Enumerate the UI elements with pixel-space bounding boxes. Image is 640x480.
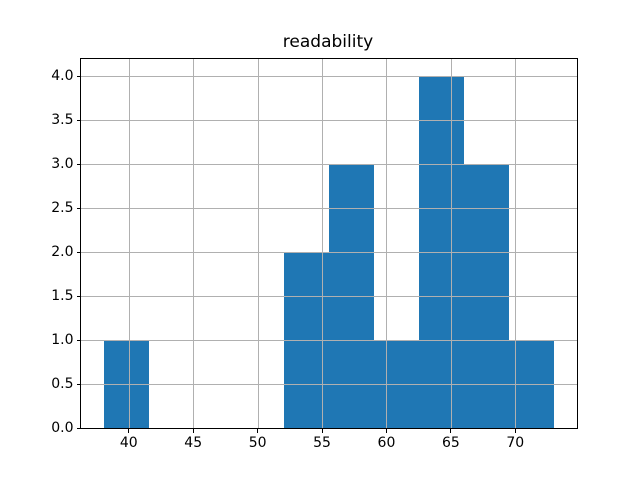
x-tick-label: 55 [313, 435, 331, 452]
vertical-gridline [386, 58, 388, 429]
horizontal-gridline [81, 75, 577, 77]
x-tick-label: 70 [506, 435, 525, 452]
y-tick-label: 0.5 [51, 376, 74, 393]
y-tick-mark [76, 339, 80, 341]
horizontal-gridline [81, 163, 577, 165]
y-tick-label: 3.0 [51, 156, 74, 173]
y-tick-mark [76, 295, 80, 297]
y-tick-label: 1.5 [51, 288, 74, 305]
x-tick-mark [192, 429, 194, 433]
x-tick-mark [321, 429, 323, 433]
y-tick-label: 2.0 [51, 244, 74, 261]
x-tick-label: 65 [441, 435, 460, 452]
vertical-gridline [257, 58, 259, 429]
horizontal-gridline [81, 383, 577, 385]
y-tick-mark [76, 119, 80, 121]
y-tick-mark [76, 251, 80, 253]
x-tick-label: 50 [248, 435, 267, 452]
vertical-gridline [193, 58, 195, 429]
horizontal-gridline [81, 207, 577, 209]
x-tick-label: 45 [184, 435, 203, 452]
chart-title: readability [282, 32, 374, 52]
vertical-gridline [128, 58, 130, 429]
vertical-gridline [450, 58, 452, 429]
y-tick-label: 4.0 [51, 68, 74, 85]
y-tick-mark [76, 427, 80, 429]
y-tick-label: 1.0 [51, 332, 74, 349]
y-tick-mark [76, 163, 80, 165]
x-tick-mark [450, 429, 452, 433]
x-tick-mark [514, 429, 516, 433]
horizontal-gridline [81, 295, 577, 297]
y-tick-label: 0.0 [51, 420, 74, 437]
horizontal-gridline [81, 251, 577, 253]
x-tick-label: 60 [377, 435, 396, 452]
horizontal-gridline [81, 339, 577, 341]
y-tick-mark [76, 207, 80, 209]
y-tick-label: 2.5 [51, 200, 74, 217]
x-tick-label: 40 [119, 435, 138, 452]
horizontal-gridline [81, 119, 577, 121]
x-tick-mark [128, 429, 130, 433]
plot-area [80, 57, 578, 430]
x-tick-mark [385, 429, 387, 433]
y-tick-label: 3.5 [51, 112, 74, 129]
y-tick-mark [76, 75, 80, 77]
x-tick-mark [257, 429, 259, 433]
vertical-gridline [322, 58, 324, 429]
vertical-gridline [515, 58, 517, 429]
y-tick-mark [76, 383, 80, 385]
